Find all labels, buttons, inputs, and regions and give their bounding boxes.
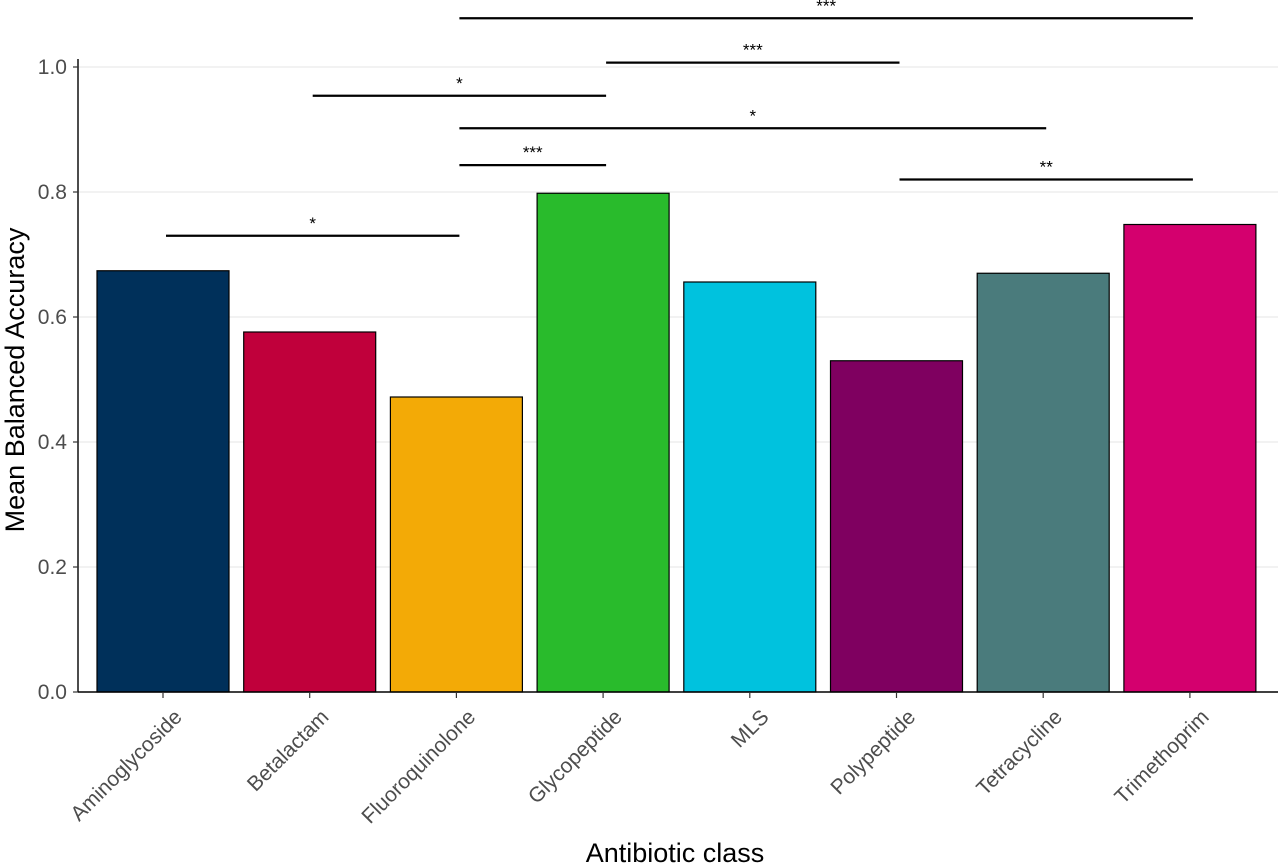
significance-label: *** <box>743 41 763 60</box>
x-tick-label: Glycopeptide <box>524 705 627 808</box>
y-tick-label: 0.0 <box>38 681 67 704</box>
bar-polypeptide <box>829 360 964 693</box>
significance-label: * <box>309 214 316 233</box>
y-tick-label: 0.2 <box>38 556 67 579</box>
bar-mls <box>683 281 817 693</box>
x-tick-label: Aminoglycoside <box>66 705 186 825</box>
bar-betalactam <box>243 331 377 693</box>
y-tick-label: 0.8 <box>38 181 67 204</box>
y-tick-labels: 0.0 0.2 0.4 0.6 0.8 1.0 <box>38 56 68 704</box>
x-tick-label: Trimethoprim <box>1110 705 1213 808</box>
bar-glycopeptide <box>536 192 670 693</box>
y-axis-title: Mean Balanced Accuracy <box>0 227 30 532</box>
bar-tetracycline <box>976 272 1110 693</box>
y-tick-label: 0.4 <box>38 431 68 454</box>
significance-label: * <box>749 106 756 125</box>
bar-trimethoprim <box>1123 223 1257 693</box>
significance-brackets: ************** <box>166 0 1193 237</box>
significance-label: ** <box>1040 158 1054 177</box>
significance-label: *** <box>816 0 836 15</box>
x-tick-label: Betalactam <box>243 705 334 796</box>
bars <box>96 192 1257 693</box>
bar-aminoglycoside <box>96 270 230 693</box>
x-tick-label: Polypeptide <box>826 705 920 799</box>
significance-label: *** <box>523 143 543 162</box>
axes <box>73 59 1278 698</box>
y-tick-label: 1.0 <box>38 56 67 79</box>
x-axis-title: Antibiotic class <box>586 838 765 867</box>
x-tick-label: Tetracycline <box>972 705 1067 800</box>
x-tick-label: MLS <box>727 705 774 752</box>
bar-fluoroquinolone <box>389 396 523 693</box>
significance-label: * <box>456 74 463 93</box>
y-tick-label: 0.6 <box>38 306 67 329</box>
x-tick-labels: Aminoglycoside Betalactam Fluoroquinolone G… <box>66 705 1213 828</box>
x-tick-label: Fluoroquinolone <box>357 705 480 828</box>
